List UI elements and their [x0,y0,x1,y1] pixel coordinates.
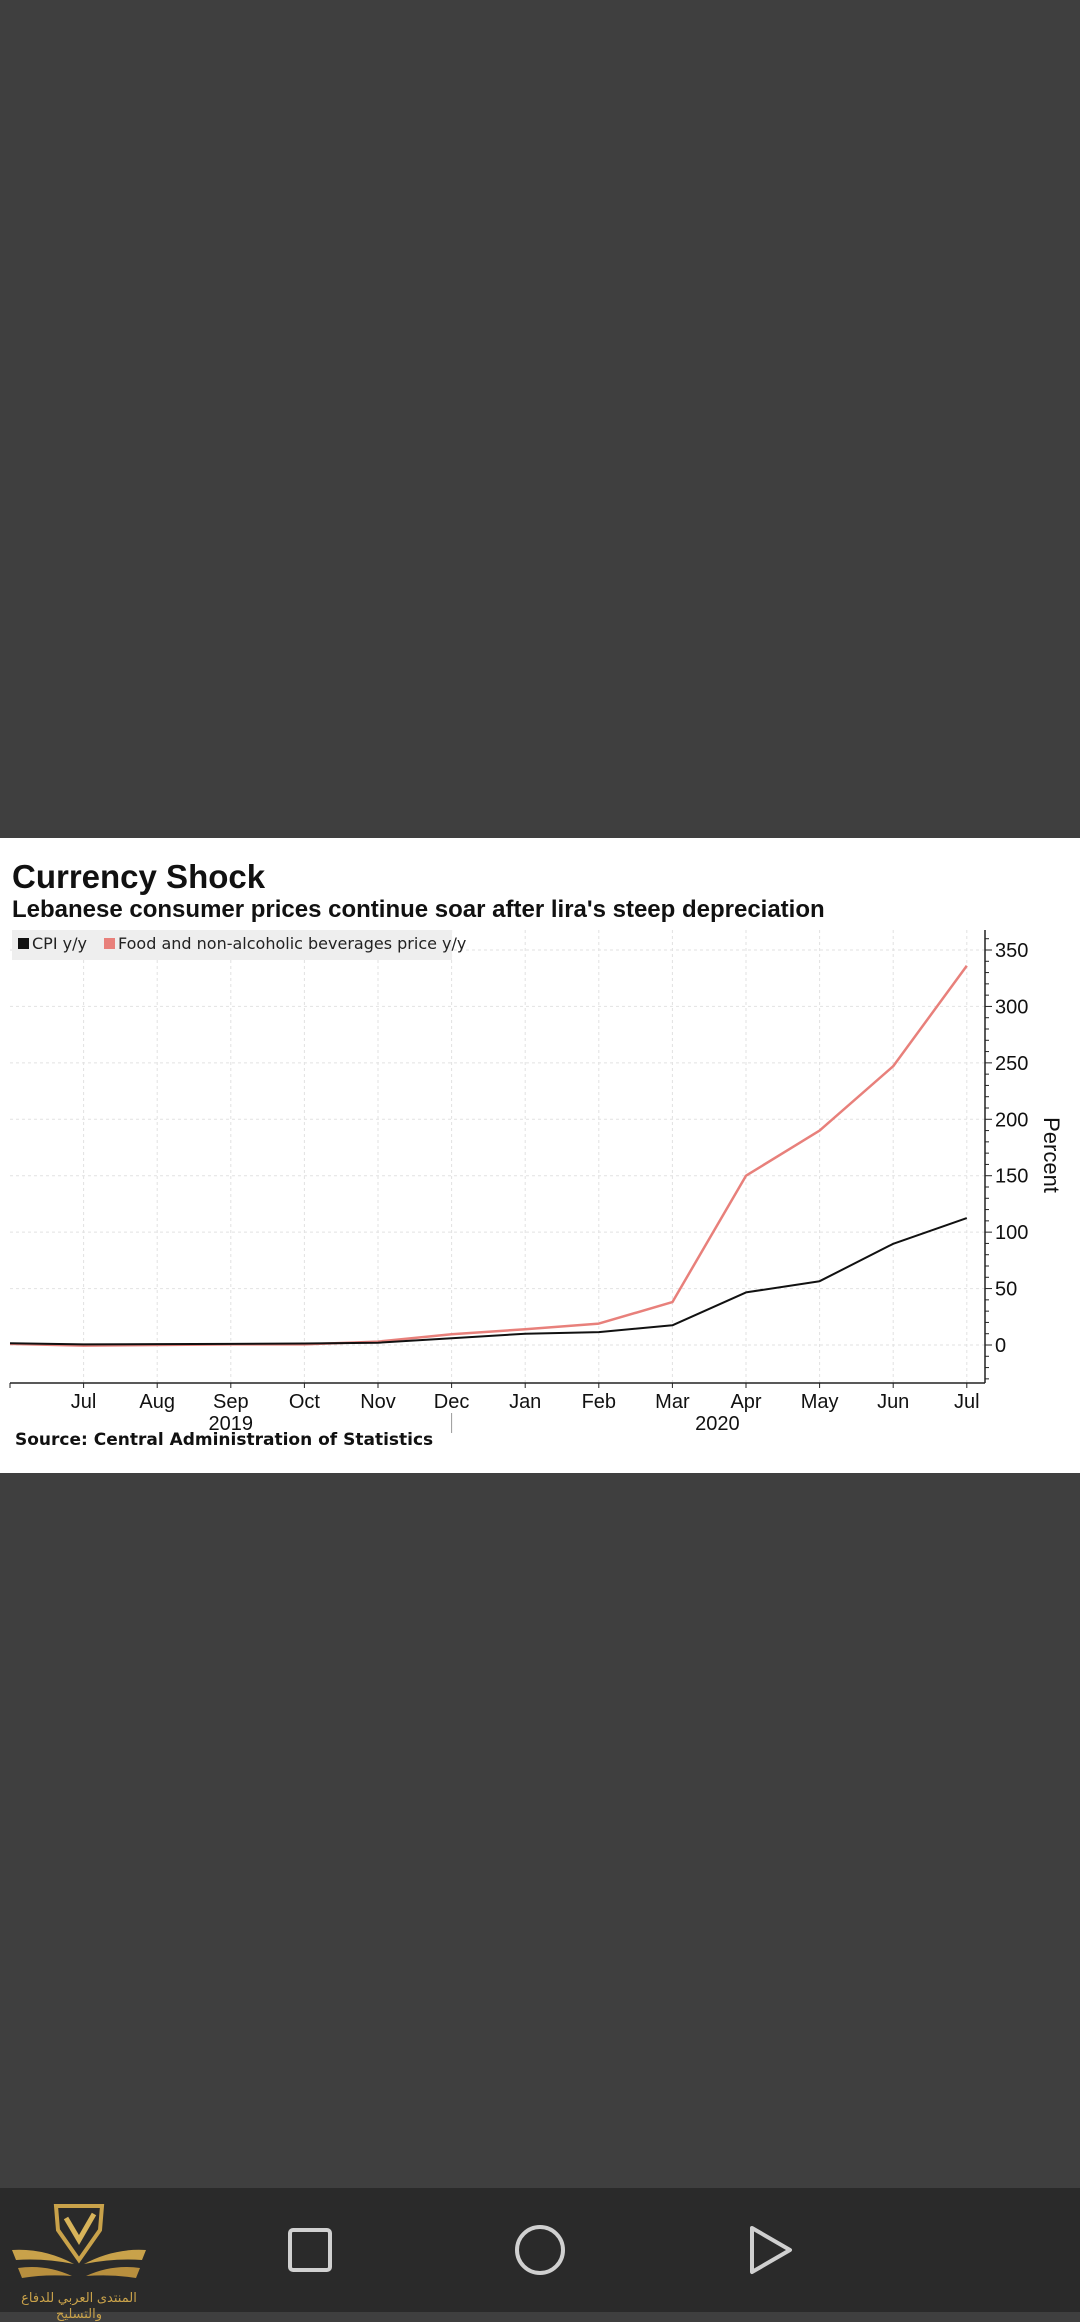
square-icon [288,2228,332,2272]
watermark-text: المنتدى العربي للدفاع والتسليح [21,2290,137,2321]
legend-label: Food and non-alcoholic beverages price y… [118,934,466,953]
x-tick-label: Dec [434,1391,470,1413]
legend-swatch [18,938,29,949]
triangle-icon [750,2226,792,2274]
home-button[interactable] [498,2208,582,2292]
x-tick-label: Jul [954,1391,980,1413]
x-tick-label: Jan [509,1391,541,1413]
y-tick-label: 300 [995,996,1028,1018]
y-tick-label: 50 [995,1279,1017,1301]
navigation-bar [0,2188,1080,2312]
y-tick-label: 150 [995,1166,1028,1188]
chart-card: 0 50 100 150 200 250 300 350 Percent Jul Aug Sep Oct… [0,838,1080,1473]
y-axis-label: Percent [1039,1117,1064,1193]
x-tick-label: Mar [655,1391,690,1413]
x-tick-label: Nov [360,1391,396,1413]
y-tick-label: 200 [995,1109,1028,1131]
legend-background [12,930,452,960]
legend-label: CPI y/y [32,934,87,953]
y-tick-label: 100 [995,1222,1028,1244]
x-tick-label: Feb [582,1391,616,1413]
legend-swatch [104,938,115,949]
x-tick-label: Jul [71,1391,97,1413]
x-tick-label: Apr [730,1391,761,1413]
x-tick-label: May [801,1391,839,1413]
y-tick-label: 0 [995,1335,1006,1357]
x-tick-label: Jun [877,1391,909,1413]
x-tick-label: Sep [213,1391,249,1413]
x-year-label: 2020 [695,1413,740,1435]
x-tick-label: Aug [139,1391,175,1413]
y-tick-label: 350 [995,940,1028,962]
recents-button[interactable] [268,2208,352,2292]
chart-source: Source: Central Administration of Statis… [15,1430,434,1450]
shield-wings-icon [12,2204,146,2278]
circle-icon [515,2225,565,2275]
chart-title: Currency Shock [12,858,266,895]
chart-subtitle: Lebanese consumer prices continue soar a… [12,896,825,923]
back-button[interactable] [728,2208,812,2292]
y-tick-label: 250 [995,1053,1028,1075]
x-year-label: 2019 [209,1413,254,1435]
cpi-line [9,1217,968,1346]
watermark-logo: المنتدى العربي للدفاع والتسليح [4,2198,154,2321]
food-price-line [9,965,968,1347]
x-tick-label: Oct [289,1391,321,1413]
chart: 0 50 100 150 200 250 300 350 Percent Jul Aug Sep Oct… [9,930,1064,1435]
